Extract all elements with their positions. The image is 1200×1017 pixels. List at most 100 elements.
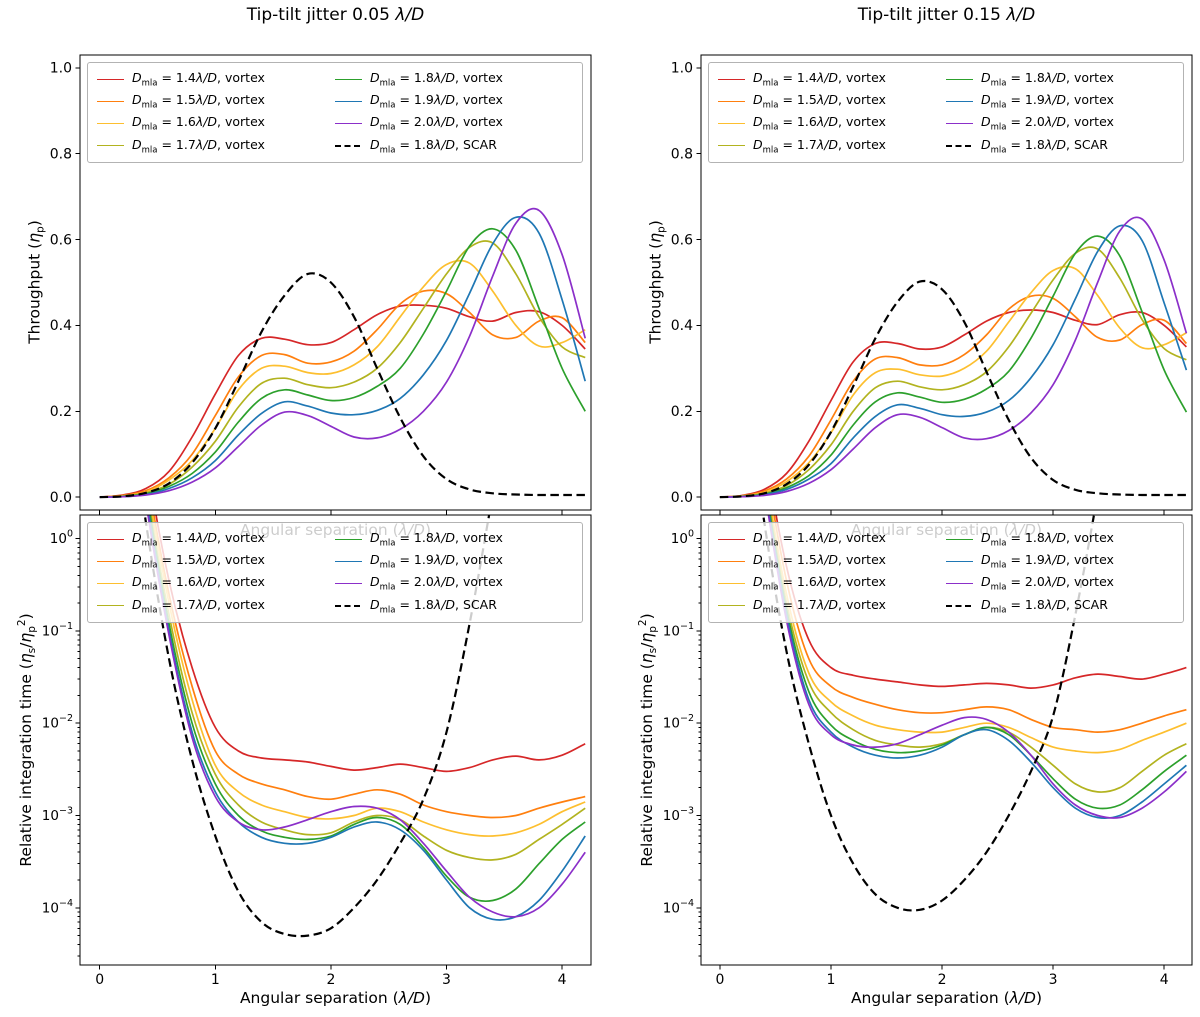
legend-label: Dmla = 1.8λ/D, vortex (370, 69, 503, 89)
legend-label: Dmla = 1.6λ/D, vortex (753, 574, 886, 593)
legend-label: Dmla = 1.9λ/D, vortex (981, 552, 1114, 571)
svg-text:3: 3 (1049, 972, 1058, 988)
panel-inttime-jitter-005: 0 1 2 3 4 100 10−1 10−2 10−3 10−4 (42, 514, 592, 988)
axis-ticks (696, 67, 1165, 515)
legend-label: Dmla = 1.6λ/D, vortex (132, 574, 265, 593)
curve-D_mla = 1.8λ/D, vortex (99, 227, 586, 498)
line-swatch (946, 123, 973, 125)
svg-text:10−3: 10−3 (663, 806, 694, 825)
legend-item: Dmla = 2.0λ/D, vortex (946, 573, 1174, 595)
legend-item: Dmla = 1.4λ/D, vortex (718, 68, 946, 90)
dashed-line-swatch (335, 604, 362, 608)
svg-text:10−2: 10−2 (42, 713, 73, 732)
legend-item: Dmla = 1.8λ/D, vortex (946, 528, 1174, 550)
legend-item: Dmla = 1.8λ/D, vortex (946, 68, 1174, 90)
line-swatch (718, 560, 745, 562)
line-swatch (97, 605, 124, 607)
line-swatch (718, 538, 745, 540)
svg-text:1.0: 1.0 (50, 61, 72, 77)
legend-item: Dmla = 1.8λ/D, SCAR (335, 135, 573, 157)
svg-text:10−4: 10−4 (42, 898, 73, 917)
legend-label: Dmla = 1.5λ/D, vortex (753, 552, 886, 571)
legend-label: Dmla = 1.7λ/D, vortex (753, 136, 886, 156)
line-swatch (718, 123, 745, 125)
legend-label: Dmla = 1.5λ/D, vortex (132, 552, 265, 571)
curve-D_mla = 1.4λ/D, vortex (155, 515, 586, 773)
svg-text:4: 4 (558, 972, 567, 988)
legend-label: Dmla = 1.8λ/D, vortex (981, 69, 1114, 89)
line-swatch (946, 583, 973, 585)
plot-border (79, 54, 592, 511)
ylabel-top-right: Throughput (ηp) (646, 220, 668, 344)
legend-label: Dmla = 1.9λ/D, vortex (370, 552, 503, 571)
xlabel-bottom-right: Angular separation (λ/D) (850, 989, 1043, 1007)
svg-text:10−4: 10−4 (663, 898, 694, 917)
svg-text:2: 2 (938, 972, 947, 988)
legend-label: Dmla = 1.8λ/D, SCAR (981, 136, 1108, 156)
line-swatch (97, 145, 124, 147)
svg-text:0.8: 0.8 (671, 147, 693, 163)
curves (143, 515, 586, 938)
curve-D_mla = 1.6λ/D, vortex (99, 259, 586, 498)
legend-item: Dmla = 1.8λ/D, vortex (335, 528, 573, 550)
axis-ticks (75, 67, 563, 515)
svg-text:10−2: 10−2 (663, 713, 694, 732)
line-swatch (718, 100, 745, 102)
curve-D_mla = 1.4λ/D, vortex (99, 304, 586, 498)
dashed-line-swatch (946, 144, 973, 148)
curves (99, 207, 587, 499)
line-swatch (97, 123, 124, 125)
legend-item: Dmla = 1.9λ/D, vortex (335, 90, 573, 112)
legend-label: Dmla = 2.0λ/D, vortex (370, 114, 503, 133)
legend-item: Dmla = 1.5λ/D, vortex (97, 90, 335, 112)
curves (719, 216, 1188, 499)
legend-label: Dmla = 1.8λ/D, SCAR (370, 136, 497, 156)
legend-item: Dmla = 1.8λ/D, vortex (335, 68, 573, 90)
legend-label: Dmla = 1.9λ/D, vortex (370, 92, 503, 111)
line-swatch (335, 123, 362, 125)
curve-D_mla = 1.5λ/D, vortex (99, 289, 586, 498)
svg-text:2: 2 (326, 972, 335, 988)
legend-label: Dmla = 1.4λ/D, vortex (753, 69, 886, 89)
line-swatch (335, 538, 362, 540)
line-swatch (97, 538, 124, 540)
svg-text:0.6: 0.6 (50, 232, 72, 248)
legend-item: Dmla = 1.6λ/D, vortex (718, 573, 946, 595)
svg-text:10−1: 10−1 (663, 621, 694, 640)
legend-label: Dmla = 1.7λ/D, vortex (132, 596, 265, 616)
legend-inttime-jitter-015: Dmla = 1.4λ/D, vortex Dmla = 1.5λ/D, vort… (708, 522, 1184, 623)
legend-label: Dmla = 1.6λ/D, vortex (753, 114, 886, 133)
line-swatch (718, 605, 745, 607)
legend-item: Dmla = 1.6λ/D, vortex (97, 113, 335, 135)
curve-D_mla = 1.9λ/D, vortex (99, 216, 587, 498)
line-swatch (946, 78, 973, 80)
line-swatch (946, 100, 973, 102)
curve-D_mla = 2.0λ/D, vortex (99, 207, 587, 498)
curve-D_mla = 1.8λ/D, SCAR (719, 279, 1187, 499)
legend-item: Dmla = 1.4λ/D, vortex (718, 528, 946, 550)
legend-item: Dmla = 1.7λ/D, vortex (718, 135, 946, 157)
legend-label: Dmla = 1.8λ/D, vortex (370, 529, 503, 549)
legend-label: Dmla = 1.7λ/D, vortex (753, 596, 886, 616)
legend-inttime-jitter-005: Dmla = 1.4λ/D, vortex Dmla = 1.5λ/D, vort… (87, 522, 583, 623)
plot-border (700, 514, 1193, 966)
curve-D_mla = 1.8λ/D, SCAR (99, 272, 586, 499)
svg-text:1: 1 (211, 972, 220, 988)
svg-text:4: 4 (1160, 972, 1169, 988)
legend-label: Dmla = 1.8λ/D, SCAR (370, 596, 497, 616)
curve-D_mla = 1.5λ/D, vortex (773, 515, 1187, 733)
svg-text:0.2: 0.2 (671, 404, 693, 420)
curve-D_mla = 1.8λ/D, vortex (719, 235, 1188, 498)
xlabel-bottom-left: Angular separation (λ/D) (239, 989, 432, 1007)
svg-text:100: 100 (671, 529, 694, 548)
legend-label: Dmla = 1.5λ/D, vortex (753, 92, 886, 111)
curve-D_mla = 1.8λ/D, SCAR (143, 515, 491, 938)
svg-text:0: 0 (95, 972, 104, 988)
curve-D_mla = 1.6λ/D, vortex (719, 265, 1187, 498)
svg-text:0.0: 0.0 (671, 490, 693, 506)
svg-text:0.4: 0.4 (50, 318, 72, 334)
svg-text:100: 100 (50, 529, 73, 548)
legend-item: Dmla = 1.7λ/D, vortex (718, 595, 946, 617)
dashed-line-swatch (335, 144, 362, 148)
panel-throughput-jitter-015: 0.0 0.2 0.4 0.6 0.8 1.0 (671, 54, 1193, 515)
